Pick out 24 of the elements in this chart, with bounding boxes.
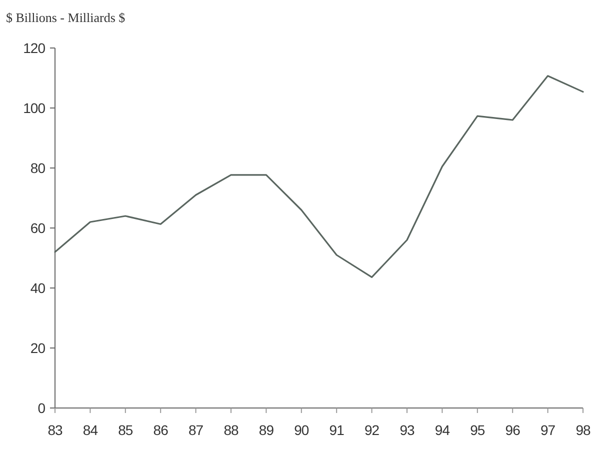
x-tick-label: 87 — [188, 422, 204, 438]
y-tick-label: 120 — [23, 40, 46, 56]
y-tick-label: 0 — [38, 400, 46, 416]
x-tick-label: 97 — [540, 422, 556, 438]
x-tick-label: 96 — [505, 422, 521, 438]
x-tick-label: 88 — [224, 422, 239, 438]
y-tick-label: 100 — [23, 100, 46, 116]
x-tick-label: 90 — [294, 422, 310, 438]
y-tick-label: 20 — [30, 340, 46, 356]
x-tick-label: 84 — [82, 422, 98, 438]
y-tick-label: 40 — [30, 280, 46, 296]
x-tick-label: 93 — [400, 422, 415, 438]
x-tick-label: 95 — [470, 422, 486, 438]
y-tick-label: 80 — [30, 160, 46, 176]
x-tick-label: 94 — [434, 422, 450, 438]
x-tick-label: 92 — [364, 422, 380, 438]
x-tick-label: 91 — [329, 422, 345, 438]
x-tick-label: 86 — [153, 422, 169, 438]
y-axis-title: $ Billions - Milliards $ — [6, 10, 126, 25]
x-tick-label: 85 — [118, 422, 134, 438]
y-tick-label: 60 — [30, 220, 46, 236]
x-tick-label: 83 — [48, 422, 63, 438]
x-tick-label: 89 — [258, 422, 274, 438]
x-tick-label: 98 — [576, 422, 591, 438]
